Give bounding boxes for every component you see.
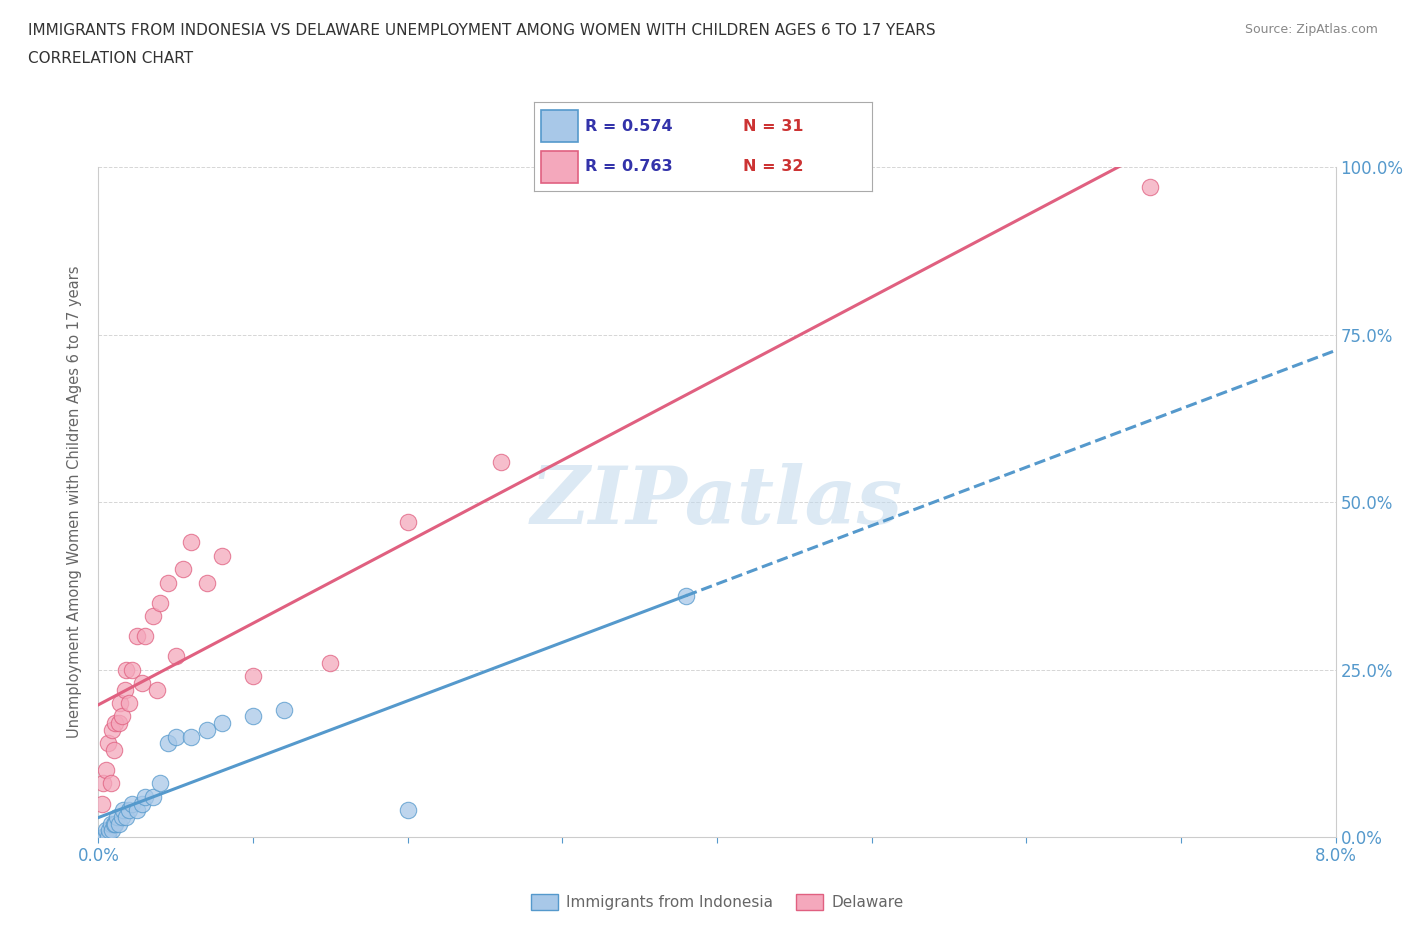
Point (90, 830, 112, 844)
Point (157, 575, 180, 590)
Point (121, 662, 143, 677)
Point (111, 709, 134, 724)
Point (121, 796, 143, 811)
Point (101, 723, 124, 737)
Point (114, 683, 136, 698)
Point (103, 817, 125, 831)
Legend: Immigrants from Indonesia, Delaware: Immigrants from Indonesia, Delaware (524, 888, 910, 916)
Point (93, 830, 115, 844)
Point (319, 656, 342, 671)
Point (98, 823, 121, 838)
Point (211, 549, 233, 564)
FancyBboxPatch shape (541, 151, 578, 182)
Point (142, 608, 165, 623)
Point (180, 535, 202, 550)
Point (118, 696, 141, 711)
Point (489, 455, 512, 470)
Point (172, 562, 194, 577)
Point (108, 696, 131, 711)
Point (104, 817, 127, 831)
Point (134, 790, 156, 804)
Point (103, 742, 125, 757)
Point (107, 716, 129, 731)
Point (273, 702, 295, 717)
Point (91, 830, 114, 844)
Point (211, 716, 233, 731)
Point (1139, 180, 1161, 195)
Point (100, 776, 122, 790)
Point (195, 723, 218, 737)
Text: CORRELATION CHART: CORRELATION CHART (28, 51, 193, 66)
Point (90, 796, 112, 811)
Point (157, 736, 180, 751)
Y-axis label: Unemployment Among Women with Children Ages 6 to 17 years: Unemployment Among Women with Children A… (67, 266, 83, 738)
Point (195, 575, 218, 590)
Text: IMMIGRANTS FROM INDONESIA VS DELAWARE UNEMPLOYMENT AMONG WOMEN WITH CHILDREN AGE: IMMIGRANTS FROM INDONESIA VS DELAWARE UN… (28, 23, 936, 38)
Point (242, 709, 264, 724)
Point (146, 683, 169, 698)
Point (142, 790, 165, 804)
Point (396, 803, 419, 817)
Point (112, 803, 135, 817)
Point (105, 809, 128, 824)
Text: Source: ZipAtlas.com: Source: ZipAtlas.com (1244, 23, 1378, 36)
Point (96, 763, 118, 777)
Point (118, 803, 141, 817)
Point (104, 716, 127, 731)
Point (115, 809, 138, 824)
Point (115, 662, 138, 677)
Point (165, 649, 187, 664)
Point (180, 729, 202, 744)
Point (149, 776, 172, 790)
Point (107, 817, 129, 831)
Text: N = 31: N = 31 (744, 119, 804, 134)
Point (165, 729, 187, 744)
Point (675, 589, 697, 604)
Point (396, 515, 419, 530)
Text: R = 0.574: R = 0.574 (585, 119, 672, 134)
Point (242, 669, 264, 684)
Point (97, 736, 120, 751)
Point (91, 776, 114, 790)
Text: ZIPatlas: ZIPatlas (531, 463, 903, 541)
Point (111, 809, 134, 824)
Point (127, 629, 149, 644)
Point (131, 796, 153, 811)
Point (149, 595, 172, 610)
Point (134, 629, 156, 644)
Point (96, 823, 118, 838)
FancyBboxPatch shape (541, 111, 578, 142)
Point (131, 675, 153, 690)
Text: N = 32: N = 32 (744, 159, 804, 174)
Text: R = 0.763: R = 0.763 (585, 159, 672, 174)
Point (100, 817, 122, 831)
Point (127, 803, 149, 817)
Point (101, 823, 124, 838)
Point (97, 830, 120, 844)
